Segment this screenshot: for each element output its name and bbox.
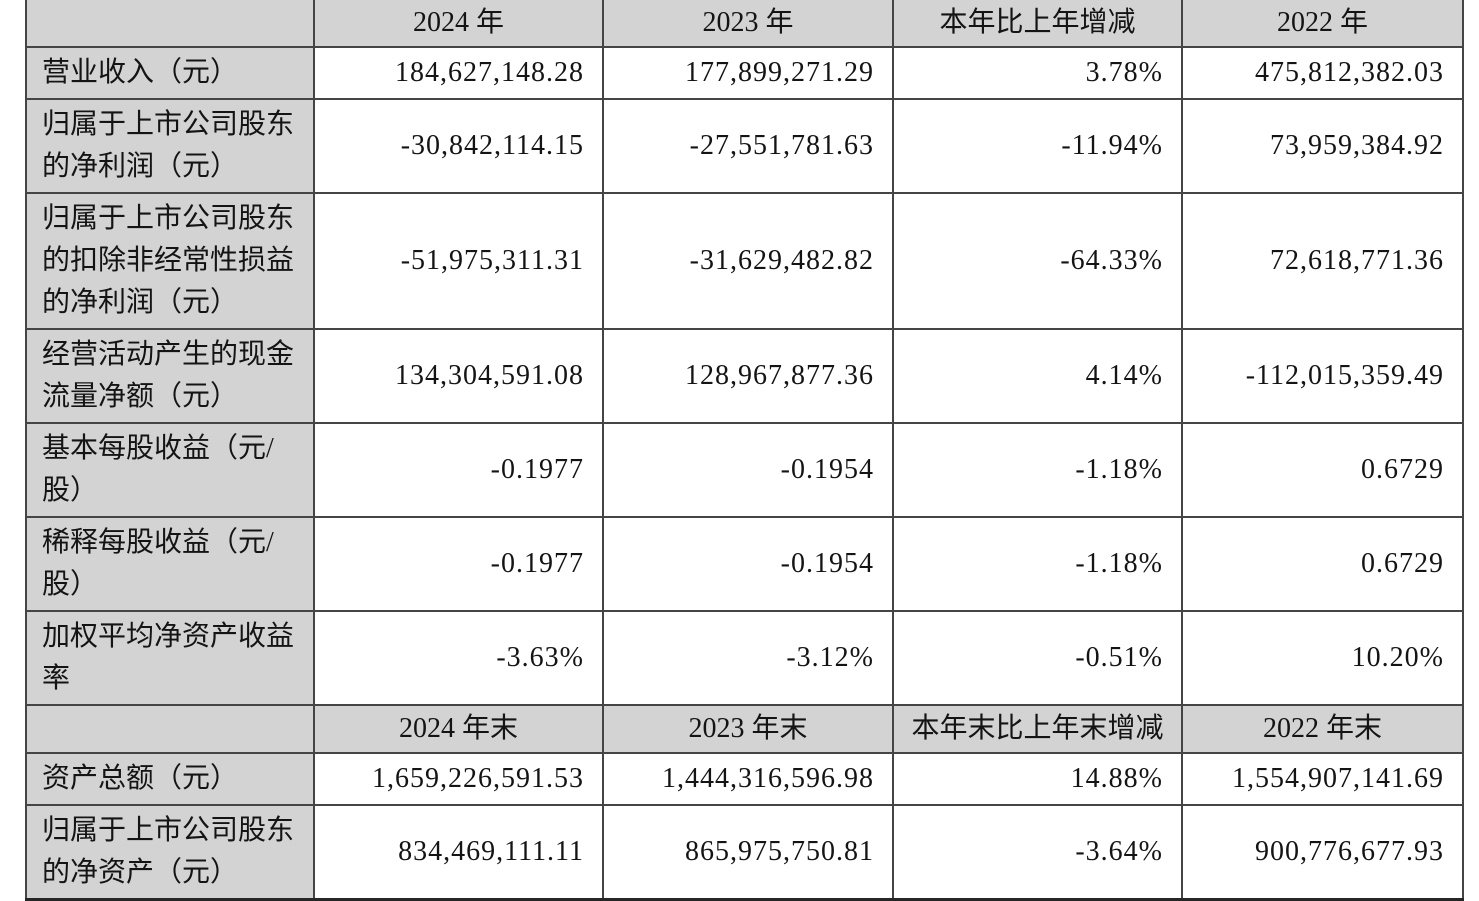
header-2024: 2024 年 xyxy=(313,0,604,48)
row-label: 归属于上市公司股东的净利润（元） xyxy=(25,98,315,194)
cell-change: -3.64% xyxy=(892,804,1183,901)
header-corner-cell xyxy=(25,704,315,754)
cell-2022: 10.20% xyxy=(1181,610,1464,706)
cell-2024: -0.1977 xyxy=(313,516,604,612)
table-row-operating-cash-flow: 经营活动产生的现金流量净额（元） 134,304,591.08 128,967,… xyxy=(25,328,1464,424)
annual-header-row: 2024 年 2023 年 本年比上年增减 2022 年 xyxy=(25,0,1464,48)
row-label: 经营活动产生的现金流量净额（元） xyxy=(25,328,315,424)
header-2023-end: 2023 年末 xyxy=(602,704,894,754)
cell-change: -1.18% xyxy=(892,516,1183,612)
row-label: 归属于上市公司股东的净资产（元） xyxy=(25,804,315,901)
cell-2023: 128,967,877.36 xyxy=(602,328,894,424)
cell-2023: -27,551,781.63 xyxy=(602,98,894,194)
cell-change: 4.14% xyxy=(892,328,1183,424)
year-end-header-row: 2024 年末 2023 年末 本年末比上年末增减 2022 年末 xyxy=(25,704,1464,754)
cell-2023: -31,629,482.82 xyxy=(602,192,894,330)
cell-change: 3.78% xyxy=(892,46,1183,100)
table-row-net-profit: 归属于上市公司股东的净利润（元） -30,842,114.15 -27,551,… xyxy=(25,98,1464,194)
financial-summary-table: 2024 年 2023 年 本年比上年增减 2022 年 营业收入（元） 184… xyxy=(25,0,1464,901)
cell-2024: 1,659,226,591.53 xyxy=(313,752,604,806)
cell-2022: 72,618,771.36 xyxy=(1181,192,1464,330)
row-label: 加权平均净资产收益率 xyxy=(25,610,315,706)
cell-change: -64.33% xyxy=(892,192,1183,330)
cell-2022: 900,776,677.93 xyxy=(1181,804,1464,901)
header-2023: 2023 年 xyxy=(602,0,894,48)
cell-2022: 475,812,382.03 xyxy=(1181,46,1464,100)
cell-2022: 1,554,907,141.69 xyxy=(1181,752,1464,806)
cell-2023: -0.1954 xyxy=(602,516,894,612)
row-label: 营业收入（元） xyxy=(25,46,315,100)
cell-2024: -51,975,311.31 xyxy=(313,192,604,330)
cell-change: -0.51% xyxy=(892,610,1183,706)
cell-change: 14.88% xyxy=(892,752,1183,806)
row-label: 基本每股收益（元/股） xyxy=(25,422,315,518)
cell-2023: -3.12% xyxy=(602,610,894,706)
cell-2022: 73,959,384.92 xyxy=(1181,98,1464,194)
row-label: 资产总额（元） xyxy=(25,752,315,806)
cell-change: -11.94% xyxy=(892,98,1183,194)
cell-2023: 177,899,271.29 xyxy=(602,46,894,100)
key-indicators-table: 2024 年 2023 年 本年比上年增减 2022 年 营业收入（元） 184… xyxy=(25,0,1464,901)
cell-2024: 184,627,148.28 xyxy=(313,46,604,100)
cell-2024: -0.1977 xyxy=(313,422,604,518)
cell-2024: -3.63% xyxy=(313,610,604,706)
header-corner-cell xyxy=(25,0,315,48)
cell-2022: 0.6729 xyxy=(1181,422,1464,518)
cell-2022: -112,015,359.49 xyxy=(1181,328,1464,424)
cell-2023: -0.1954 xyxy=(602,422,894,518)
table-row-basic-eps: 基本每股收益（元/股） -0.1977 -0.1954 -1.18% 0.672… xyxy=(25,422,1464,518)
cell-change: -1.18% xyxy=(892,422,1183,518)
table-row-deducted-net-profit: 归属于上市公司股东的扣除非经常性损益的净利润（元） -51,975,311.31… xyxy=(25,192,1464,330)
cell-2023: 1,444,316,596.98 xyxy=(602,752,894,806)
header-year-end-change: 本年末比上年末增减 xyxy=(892,704,1183,754)
table-row-total-assets: 资产总额（元） 1,659,226,591.53 1,444,316,596.9… xyxy=(25,752,1464,806)
cell-2022: 0.6729 xyxy=(1181,516,1464,612)
cell-2024: 834,469,111.11 xyxy=(313,804,604,901)
table-row-weighted-avg-roe: 加权平均净资产收益率 -3.63% -3.12% -0.51% 10.20% xyxy=(25,610,1464,706)
header-2022: 2022 年 xyxy=(1181,0,1464,48)
table-row-net-assets: 归属于上市公司股东的净资产（元） 834,469,111.11 865,975,… xyxy=(25,804,1464,901)
cell-2024: 134,304,591.08 xyxy=(313,328,604,424)
cell-2024: -30,842,114.15 xyxy=(313,98,604,194)
row-label: 稀释每股收益（元/股） xyxy=(25,516,315,612)
header-yoy-change: 本年比上年增减 xyxy=(892,0,1183,48)
table-row-revenue: 营业收入（元） 184,627,148.28 177,899,271.29 3.… xyxy=(25,46,1464,100)
header-2022-end: 2022 年末 xyxy=(1181,704,1464,754)
row-label: 归属于上市公司股东的扣除非经常性损益的净利润（元） xyxy=(25,192,315,330)
header-2024-end: 2024 年末 xyxy=(313,704,604,754)
table-row-diluted-eps: 稀释每股收益（元/股） -0.1977 -0.1954 -1.18% 0.672… xyxy=(25,516,1464,612)
cell-2023: 865,975,750.81 xyxy=(602,804,894,901)
